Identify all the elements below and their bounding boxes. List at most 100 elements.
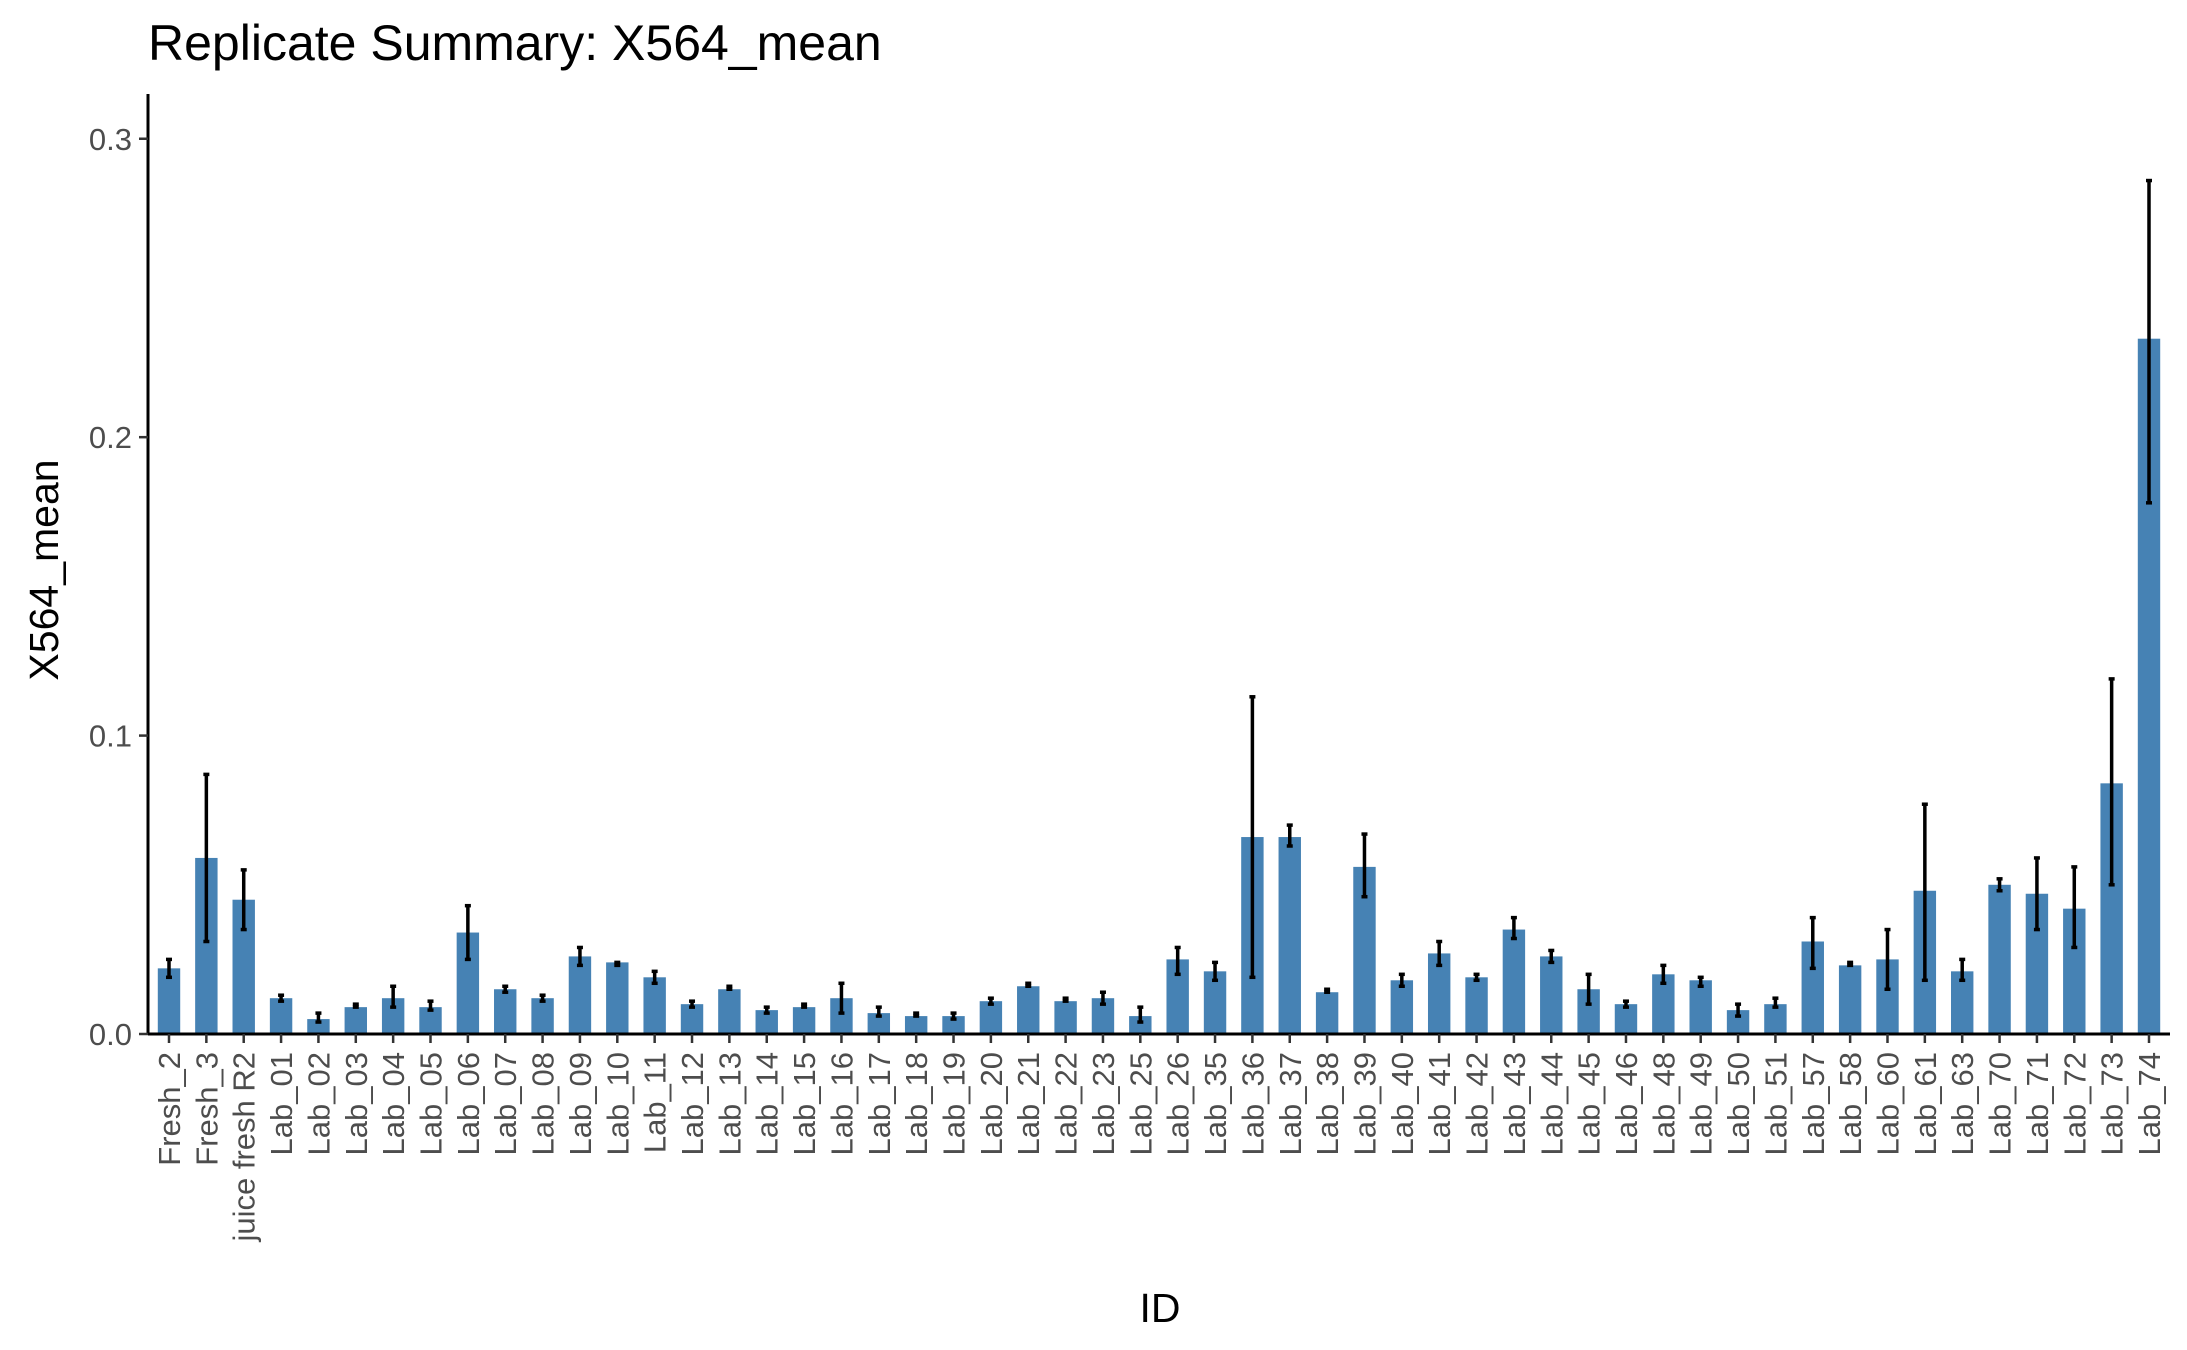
error-bar — [950, 1011, 957, 1021]
error-bar — [763, 1005, 770, 1015]
bar — [867, 1013, 891, 1034]
bar — [1129, 1016, 1152, 1034]
bar — [1315, 992, 1339, 1034]
error-bar — [352, 1002, 359, 1009]
y-tick-label: 0.0 — [89, 1017, 132, 1052]
x-tick-label: Lab_63 — [1945, 1052, 1980, 1155]
x-axis-title: ID — [1140, 1285, 1181, 1331]
error-bar — [1996, 877, 2003, 893]
bar — [269, 998, 293, 1034]
bar — [232, 899, 255, 1034]
error-bar — [539, 993, 546, 1003]
error-bar — [1697, 975, 1704, 989]
error-bar — [1622, 999, 1629, 1009]
x-tick-label: Lab_15 — [787, 1052, 822, 1155]
bar — [1577, 989, 1600, 1034]
bar — [1017, 986, 1040, 1034]
bars — [157, 338, 2161, 1034]
bar — [568, 956, 592, 1034]
x-tick-label: Lab_70 — [1983, 1052, 2018, 1155]
error-bar — [689, 999, 696, 1009]
error-bar — [987, 996, 994, 1006]
bar — [643, 977, 666, 1034]
error-bar — [801, 1002, 808, 1009]
error-bar — [1361, 832, 1368, 899]
chart-title: Replicate Summary: X564_mean — [148, 15, 882, 71]
x-tick-label: Lab_09 — [563, 1052, 598, 1155]
bar — [606, 962, 629, 1034]
bar — [2100, 783, 2123, 1034]
bar — [1054, 1001, 1077, 1034]
bar — [830, 998, 853, 1034]
bar — [1353, 866, 1376, 1034]
error-bar — [1772, 996, 1779, 1009]
error-bar — [1286, 823, 1293, 848]
x-tick-label: Lab_19 — [937, 1052, 972, 1155]
x-tick-label: Lab_73 — [2095, 1052, 2130, 1155]
bar — [1801, 941, 1824, 1034]
error-bar — [1436, 939, 1443, 968]
bar — [381, 998, 405, 1034]
bar — [1091, 998, 1115, 1034]
bar — [755, 1010, 778, 1034]
error-bar — [1137, 1005, 1144, 1024]
error-bar — [502, 984, 509, 994]
x-tick-label: Lab_25 — [1123, 1052, 1158, 1155]
x-tick-label: Lab_10 — [600, 1052, 635, 1155]
bar — [1427, 953, 1451, 1034]
x-tick-label: Lab_20 — [974, 1052, 1009, 1155]
bar — [494, 989, 517, 1034]
error-bar — [203, 772, 210, 944]
x-tick-label: Lab_40 — [1385, 1052, 1420, 1155]
bar — [1390, 980, 1414, 1034]
x-tick-label: Lab_71 — [2020, 1052, 2055, 1155]
x-tick-label: juice fresh R2 — [227, 1052, 262, 1243]
x-tick-label: Lab_06 — [451, 1052, 486, 1155]
error-bar — [464, 903, 471, 962]
x-tick-label: Fresh_2 — [152, 1052, 187, 1166]
error-bar — [726, 984, 733, 991]
bar — [1166, 959, 1189, 1034]
error-bar — [2071, 865, 2078, 950]
x-tick-label: Lab_03 — [339, 1052, 374, 1155]
error-bar — [1884, 927, 1891, 991]
bar — [1203, 971, 1227, 1034]
error-bar — [1025, 981, 1032, 989]
x-tick-label: Lab_13 — [712, 1052, 747, 1155]
error-bar — [1847, 960, 1854, 968]
error-bar — [1959, 957, 1966, 983]
x-tick-label: Lab_22 — [1049, 1052, 1084, 1155]
error-bar — [838, 981, 845, 1015]
x-tick-label: Lab_61 — [1908, 1052, 1943, 1155]
x-tick-label: Lab_08 — [526, 1052, 561, 1155]
bar — [307, 1019, 330, 1034]
error-bar — [614, 960, 621, 968]
x-tick-label: Lab_07 — [488, 1052, 523, 1155]
x-tick-label: Lab_42 — [1460, 1052, 1495, 1155]
x-tick-label: Lab_18 — [899, 1052, 934, 1155]
x-tick-label: Lab_51 — [1758, 1052, 1793, 1155]
x-tick-label: Lab_45 — [1572, 1052, 1607, 1155]
x-axis: Fresh_2 Fresh_3 juice fresh R2 Lab_01 Lab_02… — [148, 1032, 2170, 1243]
x-tick-label: Lab_48 — [1646, 1052, 1681, 1155]
bar — [456, 932, 480, 1034]
bar — [1540, 956, 1563, 1034]
x-tick-label: Lab_01 — [264, 1052, 299, 1155]
error-bar — [651, 969, 658, 986]
error-bar — [240, 868, 247, 932]
error-bars — [166, 178, 2152, 1024]
y-tick-label: 0.3 — [89, 122, 132, 157]
y-axis: 0.0 0.1 0.2 0.3 — [89, 94, 150, 1052]
error-bar — [1398, 972, 1405, 989]
x-tick-label: Lab_11 — [638, 1052, 673, 1153]
error-bar — [390, 984, 397, 1009]
bar — [1278, 837, 1301, 1034]
x-tick-label: Lab_23 — [1086, 1052, 1121, 1155]
error-bar — [1548, 948, 1555, 965]
x-tick-label: Lab_60 — [1870, 1052, 1905, 1155]
x-tick-label: Lab_58 — [1833, 1052, 1868, 1155]
bar — [1876, 959, 1899, 1034]
bar — [2025, 893, 2049, 1034]
x-tick-label: Lab_57 — [1796, 1052, 1831, 1155]
bar — [2063, 908, 2086, 1034]
